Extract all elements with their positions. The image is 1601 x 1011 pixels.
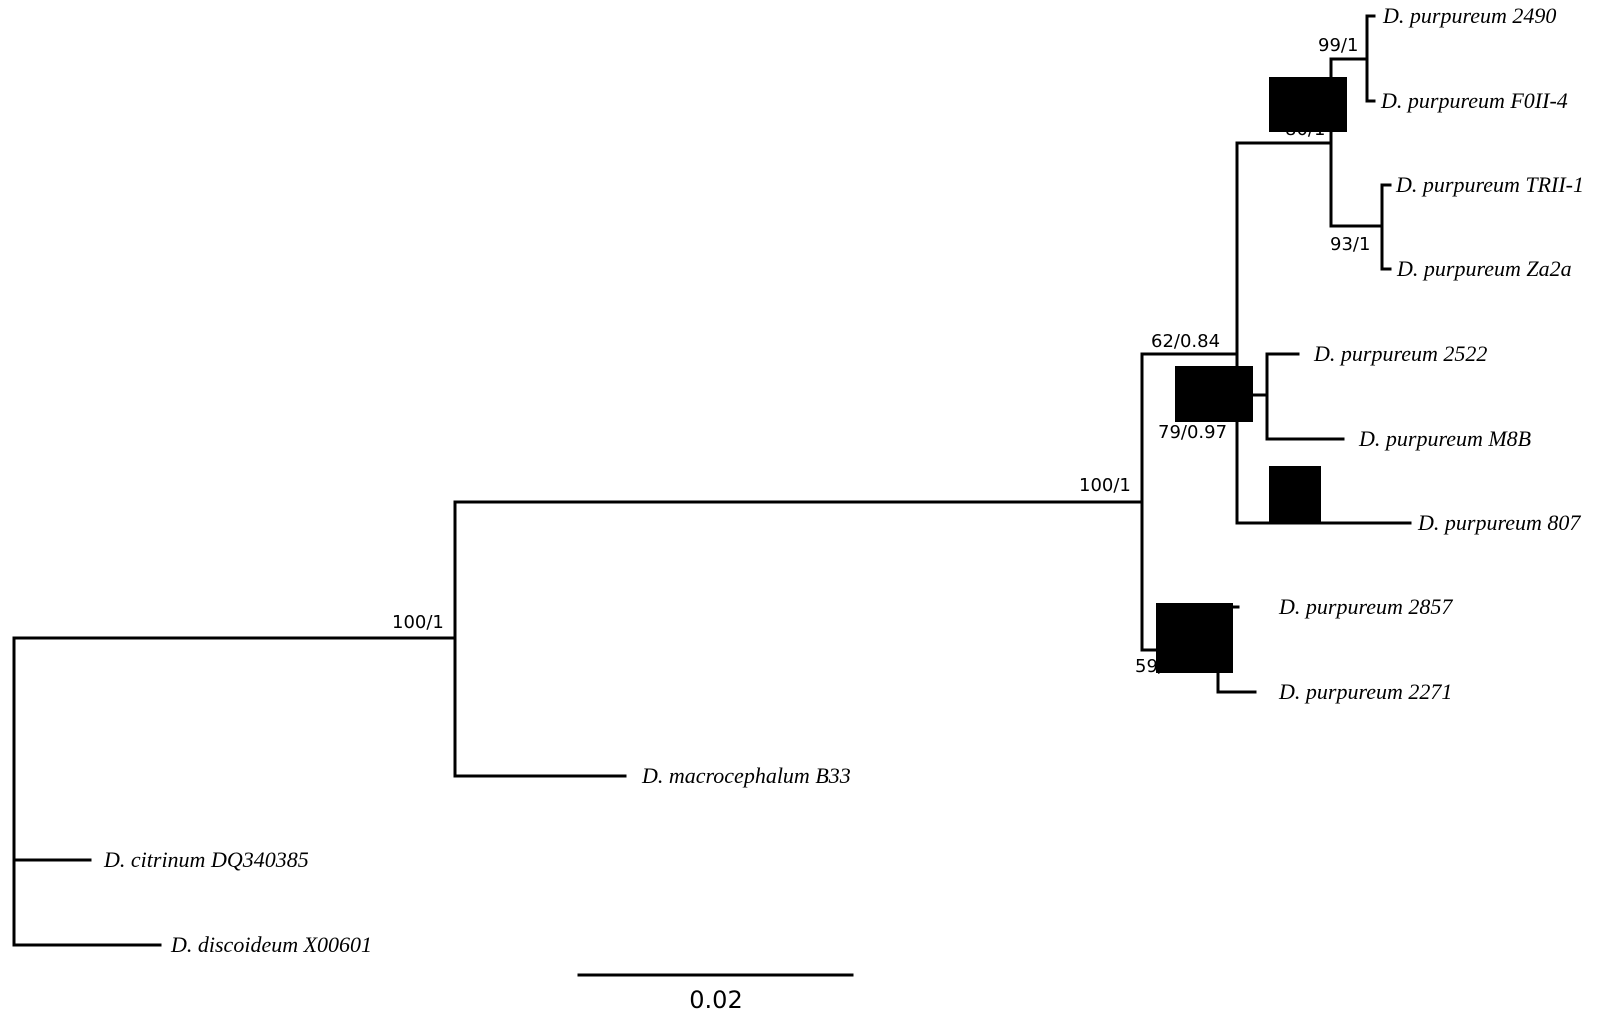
taxon-label-trii-1: D. purpureum TRII-1: [1395, 172, 1584, 197]
taxon-label-citrinum: D. citrinum DQ340385: [103, 847, 309, 872]
taxon-label-2271: D. purpureum 2271: [1278, 679, 1452, 704]
redaction-block-2: [1175, 366, 1253, 422]
taxon-label-za2a: D. purpureum Za2a: [1396, 256, 1572, 281]
scale-bar-label: 0.02: [689, 986, 742, 1011]
taxon-label-macrocephalum: D. macrocephalum B33: [641, 763, 851, 788]
support-label-99: 99/1: [1318, 35, 1358, 56]
support-label-79: 79/0.97: [1158, 422, 1227, 443]
taxon-label-2522: D. purpureum 2522: [1313, 341, 1487, 366]
redaction-block-4: [1156, 603, 1233, 673]
support-label-100-inner: 100/1: [1079, 475, 1131, 496]
redaction-block-1: [1269, 77, 1347, 132]
taxon-label-2857: D. purpureum 2857: [1278, 594, 1453, 619]
taxon-label-807: D. purpureum 807: [1417, 510, 1581, 535]
taxon-label-m8b: D. purpureum M8B: [1358, 426, 1531, 451]
redaction-block-3: [1269, 466, 1321, 522]
support-label-93: 93/1: [1330, 234, 1370, 255]
support-label-62: 62/0.84: [1151, 331, 1220, 352]
support-label-100-outer: 100/1: [392, 612, 444, 633]
taxon-label-2490: D. purpureum 2490: [1382, 3, 1556, 28]
taxon-label-discoideum: D. discoideum X00601: [170, 932, 372, 957]
taxon-label-f0ii-4: D. purpureum F0II-4: [1380, 88, 1568, 113]
